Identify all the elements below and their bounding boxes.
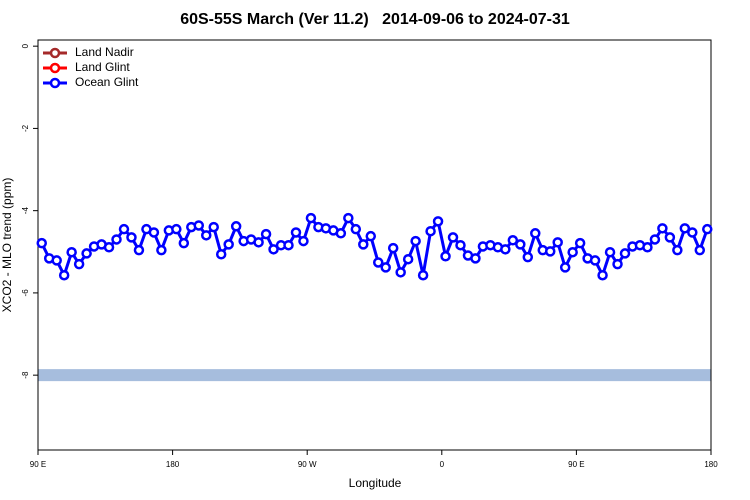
data-point — [208, 221, 219, 233]
data-point — [604, 246, 616, 258]
chart-title: 60S-55S March (Ver 11.2) 2014-09-06 to 2… — [180, 11, 570, 28]
legend-marker — [49, 62, 61, 74]
data-point — [447, 232, 459, 243]
data-point — [694, 244, 706, 256]
data-point — [440, 251, 451, 262]
data-point — [410, 235, 421, 247]
data-point — [156, 244, 167, 256]
data-point — [522, 251, 534, 263]
legend-marker — [49, 47, 61, 59]
data-point — [612, 258, 623, 270]
data-point — [171, 223, 182, 235]
data-point — [432, 216, 444, 227]
data-point — [73, 258, 85, 270]
data-point — [567, 246, 578, 258]
data-point — [66, 246, 77, 258]
x-tick-label: 90 W — [298, 460, 317, 469]
data-point — [559, 262, 571, 273]
y-tick-label: 0 — [21, 43, 30, 48]
data-point — [649, 234, 661, 245]
data-point — [193, 220, 205, 231]
data-point — [283, 239, 294, 251]
data-point — [260, 228, 272, 240]
data-point — [544, 246, 556, 257]
data-point — [335, 228, 347, 239]
data-point — [298, 235, 309, 247]
data-point — [290, 227, 302, 238]
x-tick-label: 90 E — [30, 460, 46, 469]
data-point — [343, 212, 354, 224]
data-point — [81, 248, 92, 259]
data-point — [103, 242, 115, 253]
x-tick-label: 0 — [440, 460, 445, 469]
data-point — [372, 257, 384, 268]
data-point — [530, 228, 541, 239]
data-point — [425, 225, 436, 237]
data-point — [589, 255, 601, 266]
data-point — [507, 235, 519, 246]
data-point — [111, 234, 122, 245]
data-point — [402, 253, 414, 265]
data-point — [417, 269, 429, 281]
data-point — [500, 244, 511, 255]
data-point — [118, 223, 130, 235]
data-point — [268, 244, 279, 255]
x-tick-label: 180 — [704, 460, 718, 469]
data-point — [133, 244, 145, 256]
data-point — [253, 237, 264, 248]
data-point — [350, 223, 362, 235]
data-point — [58, 269, 70, 281]
data-point — [642, 242, 653, 253]
data-point — [619, 248, 631, 259]
data-point — [395, 267, 406, 278]
data-point — [126, 232, 137, 243]
y-tick-label: -4 — [21, 207, 30, 215]
legend-label: Ocean Glint — [75, 75, 139, 89]
x-axis-label: Longitude — [349, 476, 402, 490]
data-point — [51, 255, 62, 266]
data-point — [223, 239, 234, 250]
data-point — [358, 239, 369, 250]
x-tick-label: 180 — [166, 460, 180, 469]
x-tick-label: 90 E — [568, 460, 584, 469]
data-point — [201, 230, 212, 241]
y-axis-label: XCO2 - MLO trend (ppm) — [0, 178, 14, 313]
data-point — [470, 253, 481, 264]
data-point — [597, 269, 608, 281]
data-point — [552, 237, 563, 248]
data-point — [657, 223, 668, 234]
data-point — [515, 239, 526, 250]
data-point — [215, 249, 227, 260]
data-point — [702, 223, 713, 235]
legend-label: Land Nadir — [75, 45, 134, 59]
data-point — [148, 227, 160, 238]
data-point — [230, 221, 242, 232]
legend-marker — [49, 77, 61, 89]
data-point — [687, 227, 698, 238]
legend-label: Land Glint — [75, 60, 130, 74]
y-tick-label: -6 — [21, 289, 30, 297]
data-point — [36, 237, 47, 249]
data-point — [664, 232, 676, 243]
data-point — [455, 239, 466, 251]
data-point — [574, 237, 586, 249]
data-point — [365, 230, 377, 242]
data-point — [305, 212, 317, 224]
y-tick-label: -8 — [21, 371, 30, 379]
data-point — [178, 237, 190, 249]
data-point — [387, 242, 399, 254]
data-point — [380, 262, 391, 273]
y-tick-label: -2 — [21, 124, 30, 132]
data-point — [679, 223, 691, 234]
data-point — [672, 244, 683, 256]
